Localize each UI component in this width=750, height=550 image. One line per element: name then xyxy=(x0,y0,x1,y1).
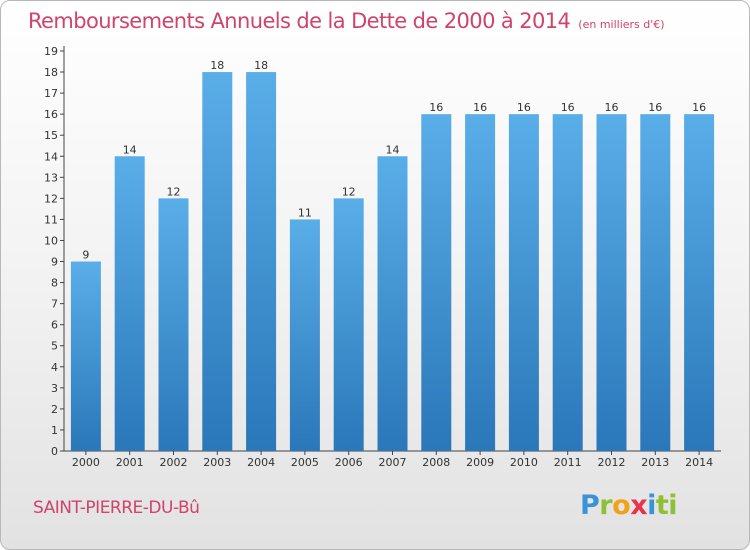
chart-bars xyxy=(70,72,715,451)
logo-letter: o xyxy=(612,490,631,521)
x-tick-label: 2000 xyxy=(72,456,100,469)
bar xyxy=(333,198,364,451)
x-tick-label: 2007 xyxy=(379,456,407,469)
data-label: 16 xyxy=(605,101,619,114)
y-tick-label: 10 xyxy=(44,234,58,247)
y-tick-label: 11 xyxy=(44,213,58,226)
chart-unit-note: (en milliers d'€) xyxy=(578,18,665,31)
x-tick-label: 2014 xyxy=(685,456,713,469)
bar xyxy=(596,114,627,451)
y-tick-label: 3 xyxy=(51,382,58,395)
x-tick-label: 2005 xyxy=(291,456,319,469)
y-tick-label: 16 xyxy=(44,108,58,121)
bar xyxy=(684,114,715,451)
x-tick-label: 2013 xyxy=(641,456,669,469)
data-label: 16 xyxy=(561,101,575,114)
bar xyxy=(465,114,496,451)
bar xyxy=(70,261,101,451)
data-label: 14 xyxy=(123,143,137,156)
x-tick-label: 2010 xyxy=(510,456,538,469)
data-label: 16 xyxy=(473,101,487,114)
y-tick-label: 4 xyxy=(51,361,58,374)
x-tick-label: 2008 xyxy=(422,456,450,469)
x-tick-label: 2003 xyxy=(203,456,231,469)
data-label: 16 xyxy=(648,101,662,114)
data-label: 11 xyxy=(298,206,312,219)
y-tick-label: 9 xyxy=(51,256,58,269)
y-tick-label: 7 xyxy=(51,298,58,311)
x-tick-label: 2011 xyxy=(554,456,582,469)
data-label: 9 xyxy=(82,249,89,262)
y-tick-label: 6 xyxy=(51,319,58,332)
bar xyxy=(421,114,452,451)
x-tick-label: 2002 xyxy=(160,456,188,469)
data-label: 12 xyxy=(167,185,181,198)
data-label: 16 xyxy=(517,101,531,114)
y-tick-label: 14 xyxy=(44,150,58,163)
data-label: 12 xyxy=(342,185,356,198)
chart-labels: 9 2000 14 2001 12 2002 18 2003 18 2004 11 2005 12 200… xyxy=(72,59,713,469)
data-label: 16 xyxy=(692,101,706,114)
y-tick-label: 17 xyxy=(44,87,58,100)
data-label: 14 xyxy=(386,143,400,156)
y-tick-label: 2 xyxy=(51,403,58,416)
x-tick-label: 2001 xyxy=(116,456,144,469)
logo-letter: r xyxy=(599,490,613,521)
x-tick-label: 2004 xyxy=(247,456,275,469)
y-tick-label: 13 xyxy=(44,171,58,184)
y-tick-label: 18 xyxy=(44,66,58,79)
y-tick-label: 5 xyxy=(51,340,58,353)
chart-title: Remboursements Annuels de la Dette de 20… xyxy=(28,9,665,33)
bar xyxy=(552,114,583,451)
y-tick-label: 1 xyxy=(51,424,58,437)
x-tick-label: 2006 xyxy=(335,456,363,469)
bar xyxy=(640,114,671,451)
y-tick-label: 0 xyxy=(51,445,58,458)
commune-name: SAINT-PIERRE-DU-Bû xyxy=(33,498,200,518)
bar xyxy=(377,156,408,451)
data-label: 18 xyxy=(210,59,224,72)
y-tick-label: 8 xyxy=(51,277,58,290)
bar xyxy=(114,156,145,451)
bar xyxy=(202,72,233,451)
logo-letter: i xyxy=(647,490,656,521)
logo-letter: P xyxy=(580,490,600,521)
data-label: 18 xyxy=(254,59,268,72)
data-label: 16 xyxy=(429,101,443,114)
bar xyxy=(158,198,189,451)
proxiti-logo[interactable]: Proxiti xyxy=(580,490,678,521)
chart-title-text: Remboursements Annuels de la Dette de 20… xyxy=(28,9,571,33)
logo-letter: x xyxy=(630,490,648,521)
bar xyxy=(289,219,320,451)
x-tick-label: 2009 xyxy=(466,456,494,469)
x-tick-label: 2012 xyxy=(598,456,626,469)
y-tick-label: 19 xyxy=(44,45,58,58)
y-tick-label: 12 xyxy=(44,192,58,205)
y-tick-label: 15 xyxy=(44,129,58,142)
logo-letter: ti xyxy=(655,490,678,521)
bar xyxy=(508,114,539,451)
bar xyxy=(246,72,277,451)
